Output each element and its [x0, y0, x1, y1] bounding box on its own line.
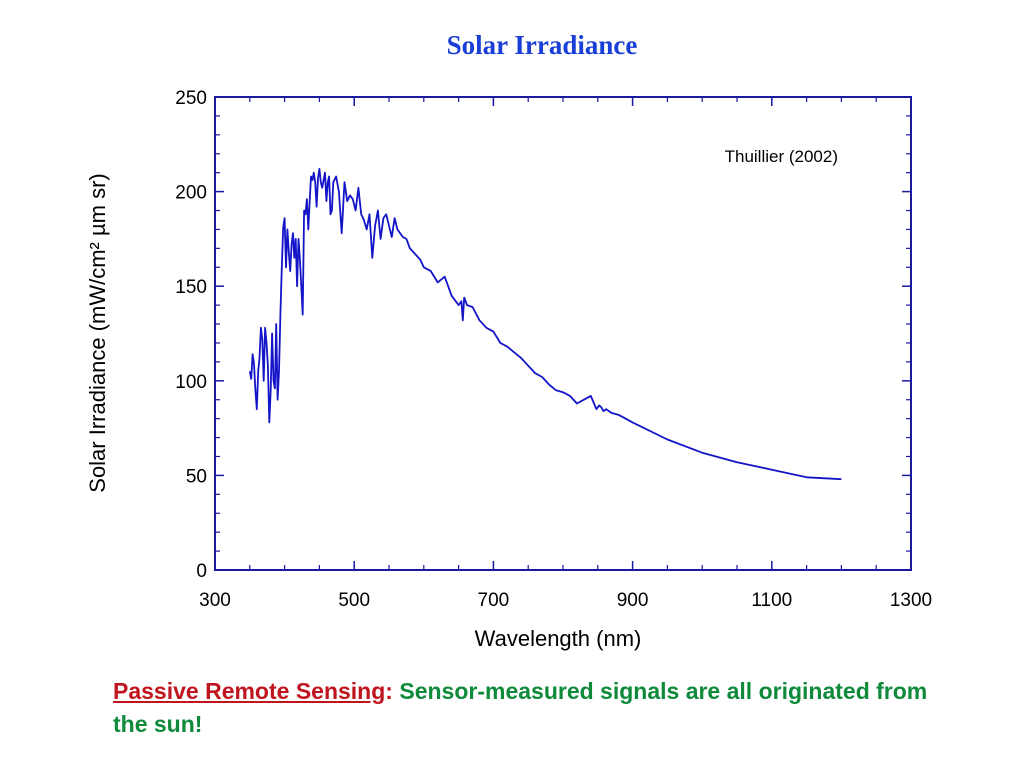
y-tick-label: 200 — [175, 183, 207, 204]
x-tick-label: 1100 — [751, 590, 792, 611]
plot-area-frame — [215, 97, 911, 570]
y-axis-label: Solar Irradiance (mW/cm² µm sr) — [85, 173, 110, 492]
y-tick-label: 100 — [175, 372, 207, 393]
y-tick-label: 50 — [186, 466, 207, 487]
x-tick-label: 500 — [338, 590, 370, 611]
x-tick-label: 1300 — [890, 590, 932, 611]
caption: Passive Remote Sensing: Sensor-measured … — [113, 675, 933, 741]
y-tick-label: 150 — [175, 277, 207, 298]
caption-term: Passive Remote Sensing — [113, 678, 385, 704]
x-axis-label: Wavelength (nm) — [475, 626, 642, 651]
x-axis: 300 500 700 900 1100 1300 — [199, 97, 932, 611]
solar-irradiance-chart: 0 50 100 150 200 250 300 500 700 900 1100 1300 Thu… — [0, 0, 1024, 768]
y-tick-label: 0 — [196, 561, 207, 582]
series-line — [250, 169, 842, 479]
y-tick-label: 250 — [175, 88, 207, 109]
annotation-thuillier: Thuillier (2002) — [725, 147, 838, 166]
x-tick-label: 900 — [617, 590, 649, 611]
x-tick-label: 300 — [199, 590, 231, 611]
caption-colon: : — [385, 678, 393, 704]
slide: Solar Irradiance 0 50 100 150 200 250 300 500 7… — [0, 0, 1024, 768]
x-tick-label: 700 — [478, 590, 510, 611]
